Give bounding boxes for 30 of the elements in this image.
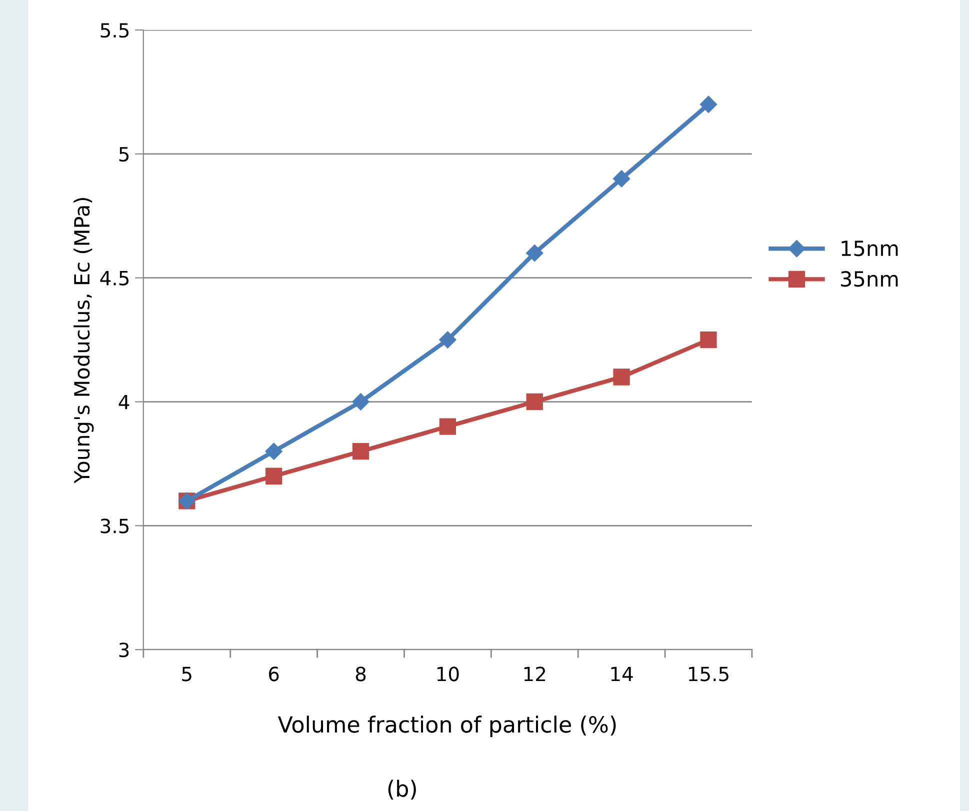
- x-tick-label: 6: [268, 666, 279, 682]
- x-tick-label: 12: [524, 666, 546, 682]
- x-tick-label: 15.5: [688, 666, 728, 682]
- y-tick-label: 3: [119, 642, 129, 658]
- point: [700, 96, 718, 113]
- x-axis-title: Volume fraction of particle (%): [278, 716, 616, 738]
- y-tick-label: 5: [119, 147, 129, 162]
- point: [265, 468, 282, 484]
- point: [700, 331, 717, 348]
- point: [613, 368, 630, 386]
- x-tick-label: 14: [611, 666, 633, 682]
- y-axis-title: Young's Moduclus, Ec (MPa): [74, 198, 94, 484]
- point: [526, 393, 543, 410]
- text: (b): [388, 780, 416, 800]
- point: [439, 418, 456, 435]
- point: [352, 443, 370, 460]
- x-tick-label: 10: [437, 666, 459, 682]
- y-tick-label: 4: [118, 394, 130, 410]
- x-tick-label: 8: [356, 666, 366, 682]
- point: [439, 331, 456, 348]
- legend-label: 15nm: [842, 240, 898, 256]
- y-tick-label: 4.5: [100, 271, 129, 286]
- point: [526, 244, 544, 262]
- legend-label: 35nm: [841, 271, 898, 287]
- point: [265, 442, 282, 460]
- y-tick-label: 5.5: [100, 23, 129, 38]
- point: [352, 393, 370, 410]
- y-tick-label: 3.5: [100, 518, 129, 534]
- point: [612, 170, 630, 188]
- x-tick-label: 5: [182, 666, 192, 682]
